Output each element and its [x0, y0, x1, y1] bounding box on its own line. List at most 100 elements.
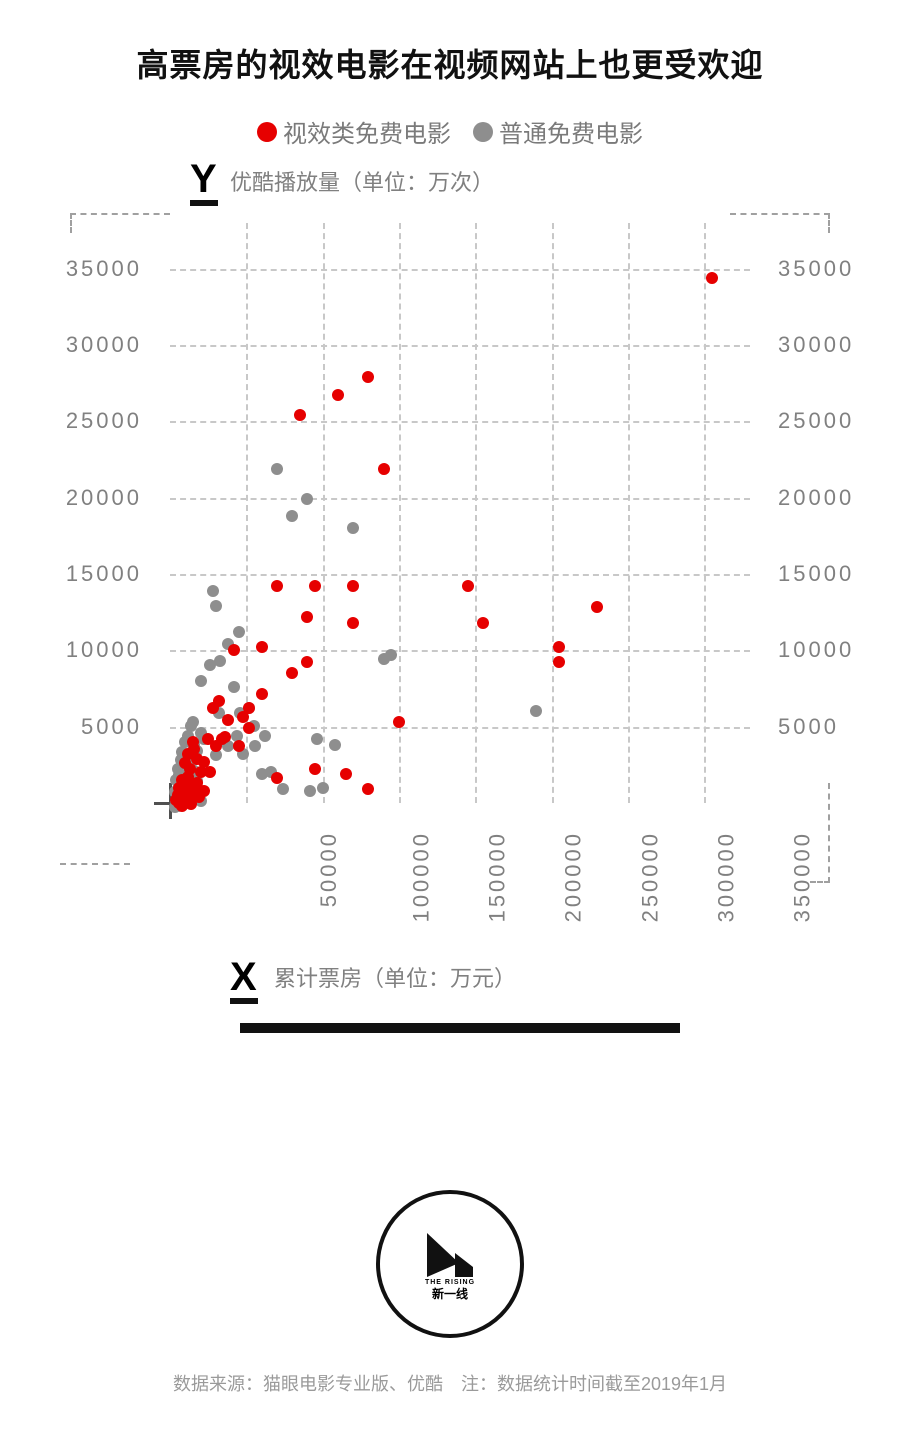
scatter-point	[243, 722, 255, 734]
scatter-point	[271, 580, 283, 592]
scatter-point	[462, 580, 474, 592]
y-tick-right: 15000	[778, 561, 854, 587]
y-tick-left: 5000	[81, 714, 142, 740]
scatter-point	[309, 580, 321, 592]
chart-wrap: Y 优酷播放量（单位：万次） 5000500010000100001500015…	[30, 163, 870, 1123]
gridline-h	[170, 345, 750, 347]
scatter-point	[207, 702, 219, 714]
x-tick: 200000	[561, 831, 587, 922]
x-tick: 300000	[713, 831, 739, 922]
data-source-note: 数据来源：猫眼电影专业版、优酷 注：数据统计时间截至2019年1月	[0, 1370, 900, 1396]
scatter-point	[301, 493, 313, 505]
brand-logo-mark	[415, 1227, 485, 1283]
scatter-point	[332, 389, 344, 401]
legend-label-vfx: 视效类免费电影	[283, 114, 451, 149]
y-tick-left: 15000	[66, 561, 142, 587]
scatter-point	[277, 783, 289, 795]
scatter-point	[256, 688, 268, 700]
scatter-point	[329, 739, 341, 751]
scatter-point	[309, 763, 321, 775]
scatter-point	[304, 785, 316, 797]
scatter-point	[347, 617, 359, 629]
infographic-container: 高票房的视效电影在视频网站上也更受欢迎 视效类免费电影 普通免费电影 Y 优酷播…	[0, 0, 900, 1440]
scatter-point	[362, 371, 374, 383]
chart-title: 高票房的视效电影在视频网站上也更受欢迎	[30, 40, 870, 86]
y-tick-left: 10000	[66, 637, 142, 663]
scatter-point	[294, 409, 306, 421]
scatter-point	[222, 714, 234, 726]
legend-dot-normal	[473, 122, 493, 142]
scatter-point	[393, 716, 405, 728]
corner-bottom-right	[810, 783, 830, 883]
brand-logo-wrap: THE RISING 新一线	[376, 1190, 524, 1338]
y-tick-left: 30000	[66, 332, 142, 358]
scatter-point	[176, 800, 188, 812]
gridline-h	[170, 574, 750, 576]
x-tick: 50000	[317, 831, 343, 907]
scatter-point	[347, 580, 359, 592]
scatter-point	[311, 733, 323, 745]
scatter-point	[378, 463, 390, 475]
y-tick-right: 30000	[778, 332, 854, 358]
y-tick-left: 35000	[66, 256, 142, 282]
gridline-v	[704, 223, 706, 803]
thick-baseline	[240, 1023, 680, 1033]
scatter-point	[286, 510, 298, 522]
y-tick-right: 5000	[778, 714, 839, 740]
scatter-point	[228, 644, 240, 656]
x-axis-label: 累计票房（单位：万元）	[274, 961, 516, 993]
scatter-point	[214, 655, 226, 667]
x-tick: 100000	[408, 831, 434, 922]
legend: 视效类免费电影 普通免费电影	[30, 114, 870, 149]
scatter-point	[195, 675, 207, 687]
gridline-v	[475, 223, 477, 803]
scatter-point	[233, 740, 245, 752]
corner-bottom-left-dash	[60, 863, 130, 865]
scatter-point	[259, 730, 271, 742]
scatter-point	[301, 656, 313, 668]
scatter-point	[233, 626, 245, 638]
scatter-point	[706, 272, 718, 284]
gridline-h	[170, 421, 750, 423]
scatter-point	[210, 740, 222, 752]
scatter-point	[286, 667, 298, 679]
scatter-point	[301, 611, 313, 623]
plot-area	[170, 223, 750, 803]
scatter-point	[210, 600, 222, 612]
brand-cn: 新一线	[432, 1285, 468, 1302]
scatter-point	[256, 641, 268, 653]
scatter-point	[271, 463, 283, 475]
x-axis-symbol: X	[230, 955, 258, 1004]
scatter-point	[204, 659, 216, 671]
y-tick-right: 25000	[778, 408, 854, 434]
scatter-point	[271, 772, 283, 784]
scatter-point	[477, 617, 489, 629]
scatter-point	[317, 782, 329, 794]
y-tick-right: 35000	[778, 256, 854, 282]
y-tick-left: 20000	[66, 485, 142, 511]
x-axis-symbol-text: X	[230, 955, 257, 999]
scatter-point	[207, 585, 219, 597]
x-tick: 250000	[637, 831, 663, 922]
scatter-point	[362, 783, 374, 795]
scatter-point	[591, 601, 603, 613]
y-tick-left: 25000	[66, 408, 142, 434]
brand-logo: THE RISING 新一线	[376, 1190, 524, 1338]
scatter-point	[553, 641, 565, 653]
gridline-v	[628, 223, 630, 803]
gridline-v	[552, 223, 554, 803]
y-tick-right: 10000	[778, 637, 854, 663]
scatter-chart: 5000500010000100001500015000200002000025…	[30, 163, 870, 903]
gridline-h	[170, 269, 750, 271]
legend-dot-vfx	[257, 122, 277, 142]
legend-label-normal: 普通免费电影	[499, 114, 643, 149]
scatter-point	[340, 768, 352, 780]
scatter-point	[378, 653, 390, 665]
scatter-point	[347, 522, 359, 534]
scatter-point	[553, 656, 565, 668]
scatter-point	[204, 766, 216, 778]
scatter-point	[249, 740, 261, 752]
x-tick: 150000	[484, 831, 510, 922]
gridline-h	[170, 498, 750, 500]
scatter-point	[228, 681, 240, 693]
